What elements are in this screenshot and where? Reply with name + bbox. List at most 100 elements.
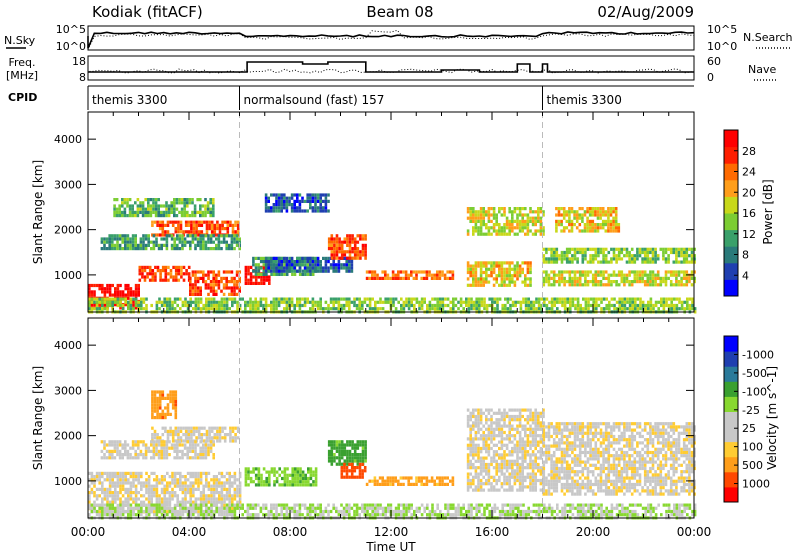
scatter-cell (680, 254, 683, 257)
nave-label: Nave (748, 63, 776, 76)
scatter-cell (665, 304, 668, 307)
scatter-cell (140, 247, 143, 250)
scatter-cell (654, 283, 657, 286)
scatter-cell (284, 483, 287, 486)
scatter-cell (198, 436, 201, 439)
scatter-cell (297, 471, 300, 474)
scatter-cell (364, 469, 367, 472)
scatter-cell (636, 251, 639, 254)
scatter-cell (584, 251, 587, 254)
scatter-cell (491, 301, 494, 304)
scatter-cell (159, 397, 162, 400)
scatter-cell (379, 476, 382, 479)
scatter-cell (362, 250, 365, 253)
scatter-cell (436, 270, 439, 273)
scatter-cell (338, 241, 341, 244)
scatter-cell (247, 301, 250, 304)
scatter-cell (574, 274, 577, 277)
scatter-cell (595, 298, 598, 301)
scatter-cell (182, 304, 185, 307)
scatter-cell (225, 241, 228, 244)
scatter-cell (590, 298, 593, 301)
scatter-cell (527, 265, 530, 268)
scatter-cell (387, 274, 390, 277)
scatter-cell (252, 282, 255, 285)
scatter-cell (268, 477, 271, 480)
scatter-cell (349, 440, 352, 443)
scatter-cell (122, 501, 125, 504)
scatter-cell (325, 209, 328, 212)
scatter-cell (569, 277, 572, 280)
scatter-cell (179, 501, 182, 504)
scatter-cell (351, 443, 354, 446)
scatter-cell (618, 283, 621, 286)
scatter-cell (469, 466, 472, 469)
scatter-cell (106, 443, 109, 446)
scatter-cell (257, 257, 260, 260)
scatter-cell (504, 304, 507, 307)
scatter-cell (495, 213, 498, 216)
scatter-cell (190, 433, 193, 436)
scatter-cell (508, 482, 511, 485)
scatter-cell (548, 301, 551, 304)
scatter-cell (566, 248, 569, 251)
scatter-cell (673, 307, 676, 310)
scatter-cell (429, 304, 432, 307)
scatter-cell (314, 206, 317, 209)
scatter-cell (683, 254, 686, 257)
scatter-cell (255, 257, 258, 260)
scatter-cell (183, 201, 186, 204)
scatter-cell (623, 283, 626, 286)
scatter-cell (503, 425, 506, 428)
scatter-cell (595, 307, 598, 310)
scatter-cell (624, 298, 627, 301)
scatter-cell (600, 251, 603, 254)
scatter-cell (130, 497, 133, 500)
scatter-cell (649, 251, 652, 254)
scatter-cell (359, 257, 362, 260)
scatter-cell (364, 244, 367, 247)
scatter-cell (493, 444, 496, 447)
scatter-cell (202, 307, 205, 310)
scatter-cell (140, 307, 143, 310)
scatter-cell (109, 284, 112, 287)
scatter-cell (612, 210, 615, 213)
scatter-cell (572, 301, 575, 304)
scatter-cell (501, 447, 504, 450)
scatter-cell (225, 277, 228, 280)
scatter-cell (195, 427, 198, 430)
scatter-cell (188, 224, 191, 227)
scatter-cell (221, 481, 224, 484)
scatter-cell (467, 453, 470, 456)
scatter-cell (98, 287, 101, 290)
scatter-cell (175, 272, 178, 275)
scatter-cell (649, 270, 652, 273)
scatter-cell (193, 224, 196, 227)
scatter-cell (181, 450, 184, 453)
scatter-cell (495, 277, 498, 280)
scatter-cell (197, 277, 200, 280)
scatter-cell (344, 459, 347, 462)
scatter-cell (364, 250, 367, 253)
scatter-cell (167, 221, 170, 224)
scatter-cell (109, 290, 112, 293)
scatter-cell (218, 234, 221, 237)
scatter-cell (571, 248, 574, 251)
scatter-cell (343, 263, 346, 266)
scatter-cell (667, 257, 670, 260)
scatter-cell (106, 472, 109, 475)
scatter-cell (302, 477, 305, 480)
scatter-cell (331, 244, 334, 247)
scatter-cell (252, 270, 255, 273)
scatter-cell (362, 443, 365, 446)
scatter-cell (236, 237, 239, 240)
scatter-cell (223, 293, 226, 296)
scatter-cell (647, 307, 650, 310)
scatter-cell (480, 265, 483, 268)
scatter-cell (649, 283, 652, 286)
scatter-cell (206, 436, 209, 439)
scatter-cell (315, 477, 318, 480)
scatter-cell (247, 477, 250, 480)
scatter-cell (495, 450, 498, 453)
scatter-cell (495, 281, 498, 284)
